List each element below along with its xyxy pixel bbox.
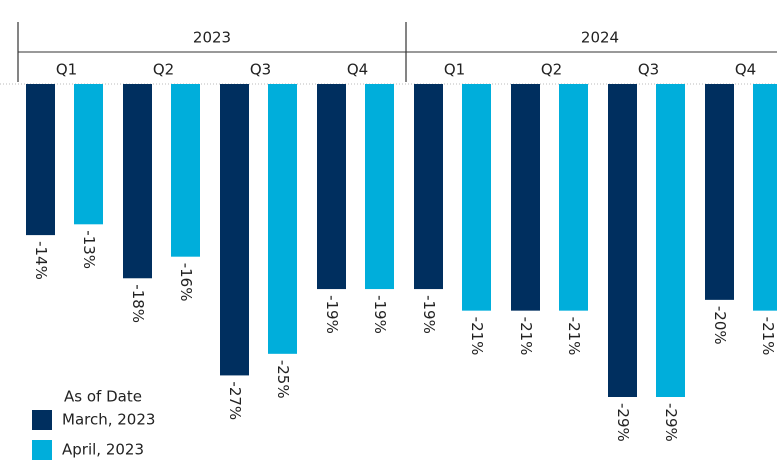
legend-label: April, 2023 <box>62 441 144 459</box>
bar <box>26 84 55 236</box>
legend-title: As of Date <box>64 388 142 406</box>
data-label: -19% <box>323 295 341 334</box>
bar <box>74 84 103 225</box>
data-label: -18% <box>129 284 147 323</box>
group-label: 2024 <box>581 29 619 47</box>
bar <box>317 84 346 290</box>
data-label: -14% <box>32 241 50 280</box>
data-label: -16% <box>177 263 195 302</box>
data-label: -21% <box>759 317 777 356</box>
bar <box>171 84 200 257</box>
data-label: -19% <box>371 295 389 334</box>
x-tick-label: Q4 <box>347 61 368 79</box>
legend-swatch <box>32 410 52 430</box>
data-label: -21% <box>517 317 535 356</box>
legend-label: March, 2023 <box>62 411 155 429</box>
bar <box>705 84 734 300</box>
bar <box>123 84 152 279</box>
bar <box>220 84 249 376</box>
data-label: -13% <box>80 230 98 269</box>
x-tick-label: Q3 <box>250 61 271 79</box>
data-label: -29% <box>662 403 680 442</box>
data-label: -27% <box>226 381 244 420</box>
group-label: 2023 <box>193 29 231 47</box>
legend-swatch <box>32 440 52 460</box>
x-tick-label: Q2 <box>541 61 562 79</box>
data-label: -20% <box>711 306 729 345</box>
bar <box>268 84 297 354</box>
bar <box>559 84 588 311</box>
data-label: -29% <box>614 403 632 442</box>
bar <box>608 84 637 397</box>
bar <box>511 84 540 311</box>
bar <box>462 84 491 311</box>
bar <box>656 84 685 397</box>
x-tick-label: Q1 <box>444 61 465 79</box>
data-label: -21% <box>565 317 583 356</box>
data-label: -19% <box>420 295 438 334</box>
bar <box>414 84 443 290</box>
bar <box>753 84 777 311</box>
data-label: -25% <box>274 360 292 399</box>
x-tick-label: Q1 <box>56 61 77 79</box>
data-label: -21% <box>468 317 486 356</box>
bar <box>365 84 394 290</box>
x-tick-label: Q4 <box>735 61 756 79</box>
x-tick-label: Q2 <box>153 61 174 79</box>
x-tick-label: Q3 <box>638 61 659 79</box>
